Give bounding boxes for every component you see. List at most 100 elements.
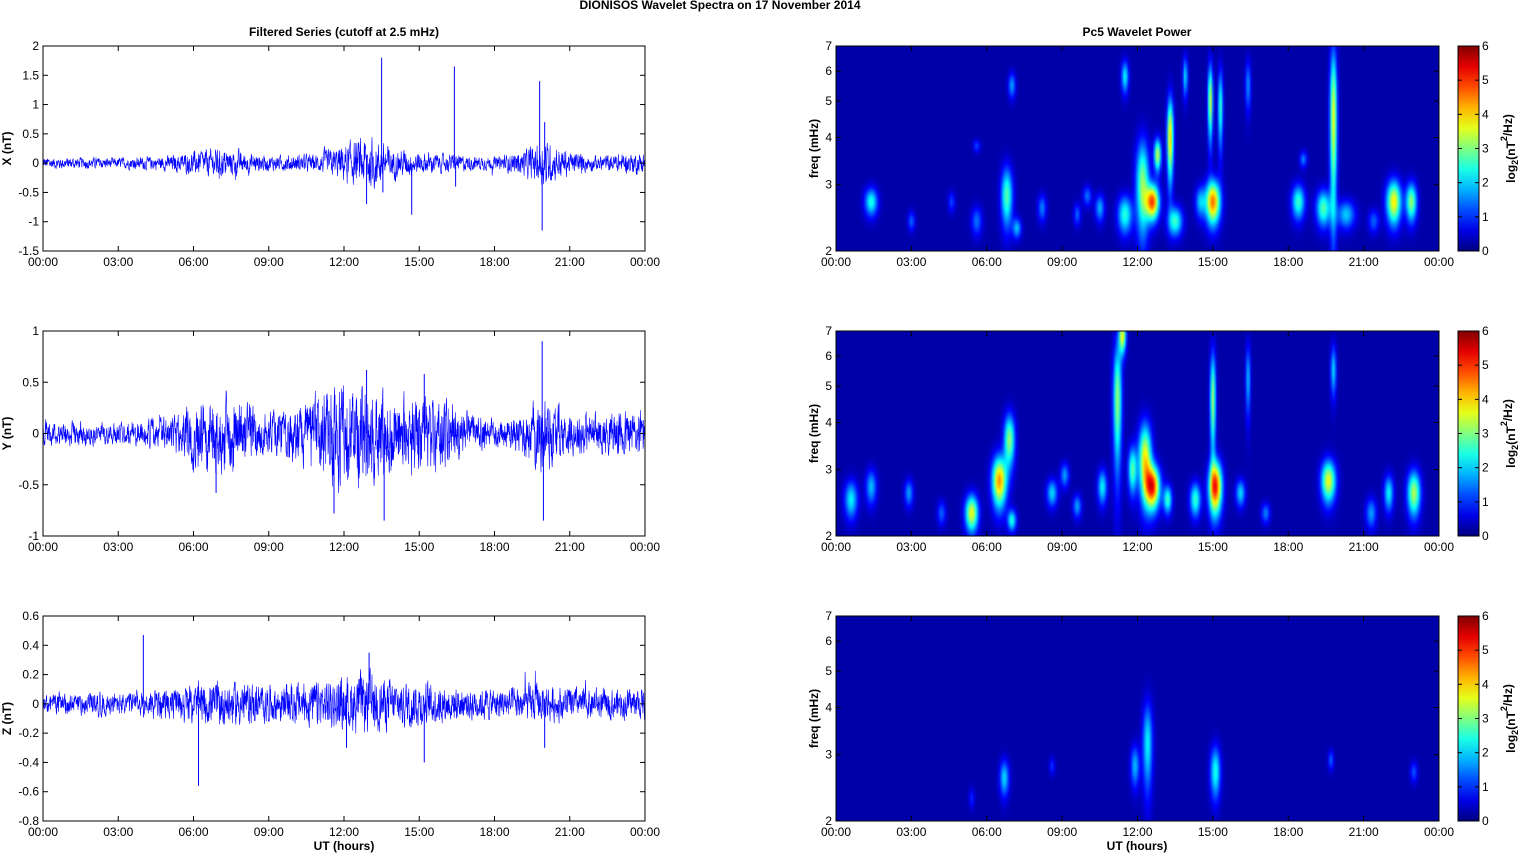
ytick-label: 6 <box>825 634 832 648</box>
cbar-tick-label: 6 <box>1482 39 1489 53</box>
wavelet-panel-2: 2 3 4 5 6 7 00:00 03:00 06:00 09:00 12:00 15:00 18:0… <box>807 324 1520 554</box>
xtick-label: 06:00 <box>178 540 208 554</box>
xtick-label: 06:00 <box>972 825 1002 839</box>
xtick-label: 00:00 <box>630 540 660 554</box>
xtick-label: 00:00 <box>28 255 58 269</box>
ytick-label: 7 <box>825 39 832 53</box>
ytick-label: 7 <box>825 609 832 623</box>
cbar-tick-label: 2 <box>1482 746 1489 760</box>
cbar-tick-label: 5 <box>1482 643 1489 657</box>
ytick-label: 1 <box>32 324 39 338</box>
xtick-label: 21:00 <box>555 825 585 839</box>
cbar-tick-label: 5 <box>1482 358 1489 372</box>
xtick-label: 03:00 <box>103 825 133 839</box>
wavelet-power-image <box>836 331 1439 536</box>
cbar-tick-label: 0 <box>1482 529 1489 543</box>
wavelet-power-image <box>836 616 1439 821</box>
xtick-label: 15:00 <box>404 255 434 269</box>
cbar-tick-label: 6 <box>1482 609 1489 623</box>
xtick-label: 00:00 <box>28 825 58 839</box>
ytick-label: 6 <box>825 64 832 78</box>
ylabel: Z (nT) <box>0 702 14 735</box>
ytick-label: 2 <box>825 814 832 828</box>
series-line <box>42 385 646 494</box>
ytick-label: -0.8 <box>18 814 39 828</box>
cbar-tick-label: 4 <box>1482 392 1489 406</box>
xtick-label: 09:00 <box>1047 540 1077 554</box>
ytick-label: 0.4 <box>22 638 39 652</box>
xtick-label: 12:00 <box>329 255 359 269</box>
cbar-tick-label: 3 <box>1482 712 1489 726</box>
line-panel-3: -0.8 -0.6 -0.4 -0.2 0 0.2 0.4 0.6 00:00 03:00 06:0… <box>0 609 660 839</box>
xtick-label: 00:00 <box>1424 255 1454 269</box>
ytick-label: -0.4 <box>18 755 39 769</box>
ytick-label: 2 <box>825 244 832 258</box>
xtick-label: 18:00 <box>479 825 509 839</box>
xtick-label: 15:00 <box>1198 255 1228 269</box>
xtick-label: 00:00 <box>1424 825 1454 839</box>
series-line <box>42 137 646 189</box>
right-column-title: Pc5 Wavelet Power <box>1083 25 1192 39</box>
line-panel-1: -1.5 -1 -0.5 0 0.5 1 1.5 2 00:00 03:00 06:00 09:00 1… <box>0 39 660 269</box>
xtick-label: 06:00 <box>178 825 208 839</box>
xtick-label: 00:00 <box>28 540 58 554</box>
cbar-tick-label: 1 <box>1482 495 1489 509</box>
xtick-label: 18:00 <box>1273 825 1303 839</box>
colorbar-label: log2(nT2/Hz) <box>1499 114 1520 183</box>
xtick-label: 06:00 <box>178 255 208 269</box>
xtick-label: 21:00 <box>555 255 585 269</box>
ytick-label: 0 <box>32 697 39 711</box>
xtick-label: 21:00 <box>1349 255 1379 269</box>
colorbar: 0 1 2 3 4 5 6 log2(nT2/Hz) <box>1457 609 1520 828</box>
xtick-label: 21:00 <box>1349 540 1379 554</box>
ytick-label: -1 <box>28 529 39 543</box>
ylabel: freq (mHz) <box>807 404 821 463</box>
cbar-tick-label: 1 <box>1482 210 1489 224</box>
cbar-tick-label: 6 <box>1482 324 1489 338</box>
left-column-title: Filtered Series (cutoff at 2.5 mHz) <box>249 25 439 39</box>
xtick-label: 12:00 <box>329 825 359 839</box>
plot-area <box>43 616 645 821</box>
xtick-label: 03:00 <box>103 255 133 269</box>
ytick-label: 7 <box>825 324 832 338</box>
cbar-tick-label: 2 <box>1482 176 1489 190</box>
xtick-label: 21:00 <box>1349 825 1379 839</box>
xtick-label: 03:00 <box>896 825 926 839</box>
xtick-label: 09:00 <box>1047 255 1077 269</box>
xtick-label: 18:00 <box>479 255 509 269</box>
colorbar-label: log2(nT2/Hz) <box>1499 399 1520 468</box>
xtick-label: 00:00 <box>1424 540 1454 554</box>
xtick-label: 21:00 <box>555 540 585 554</box>
cbar-tick-label: 2 <box>1482 461 1489 475</box>
xtick-label: 18:00 <box>479 540 509 554</box>
figure-suptitle: DIONISOS Wavelet Spectra on 17 November … <box>580 0 861 12</box>
ytick-label: 5 <box>825 94 832 108</box>
xtick-label: 12:00 <box>1122 825 1152 839</box>
xtick-label: 06:00 <box>972 255 1002 269</box>
xtick-label: 00:00 <box>821 255 851 269</box>
ytick-label: 3 <box>825 463 832 477</box>
xtick-label: 00:00 <box>630 255 660 269</box>
xtick-label: 15:00 <box>404 825 434 839</box>
ytick-label: 0.5 <box>22 127 39 141</box>
xtick-label: 18:00 <box>1273 540 1303 554</box>
ytick-label: 2 <box>32 39 39 53</box>
ytick-label: 0.6 <box>22 609 39 623</box>
cbar-tick-label: 0 <box>1482 244 1489 258</box>
xtick-label: 15:00 <box>404 540 434 554</box>
ytick-label: 0 <box>32 427 39 441</box>
xtick-label: 09:00 <box>1047 825 1077 839</box>
xtick-label: 03:00 <box>896 540 926 554</box>
ytick-label: 1.5 <box>22 68 39 82</box>
ytick-label: -1 <box>28 215 39 229</box>
xtick-label: 15:00 <box>1198 825 1228 839</box>
colorbar-label: log2(nT2/Hz) <box>1499 684 1520 753</box>
wavelet-panel-1: 2 3 4 5 6 7 00:00 03:00 06:00 09:00 12:00 15:00 18:0… <box>807 39 1520 269</box>
ytick-label: 6 <box>825 349 832 363</box>
ytick-label: 4 <box>825 416 832 430</box>
ytick-label: 3 <box>825 748 832 762</box>
left-xlabel: UT (hours) <box>314 839 375 853</box>
plot-area <box>43 46 645 251</box>
ytick-label: 1 <box>32 98 39 112</box>
